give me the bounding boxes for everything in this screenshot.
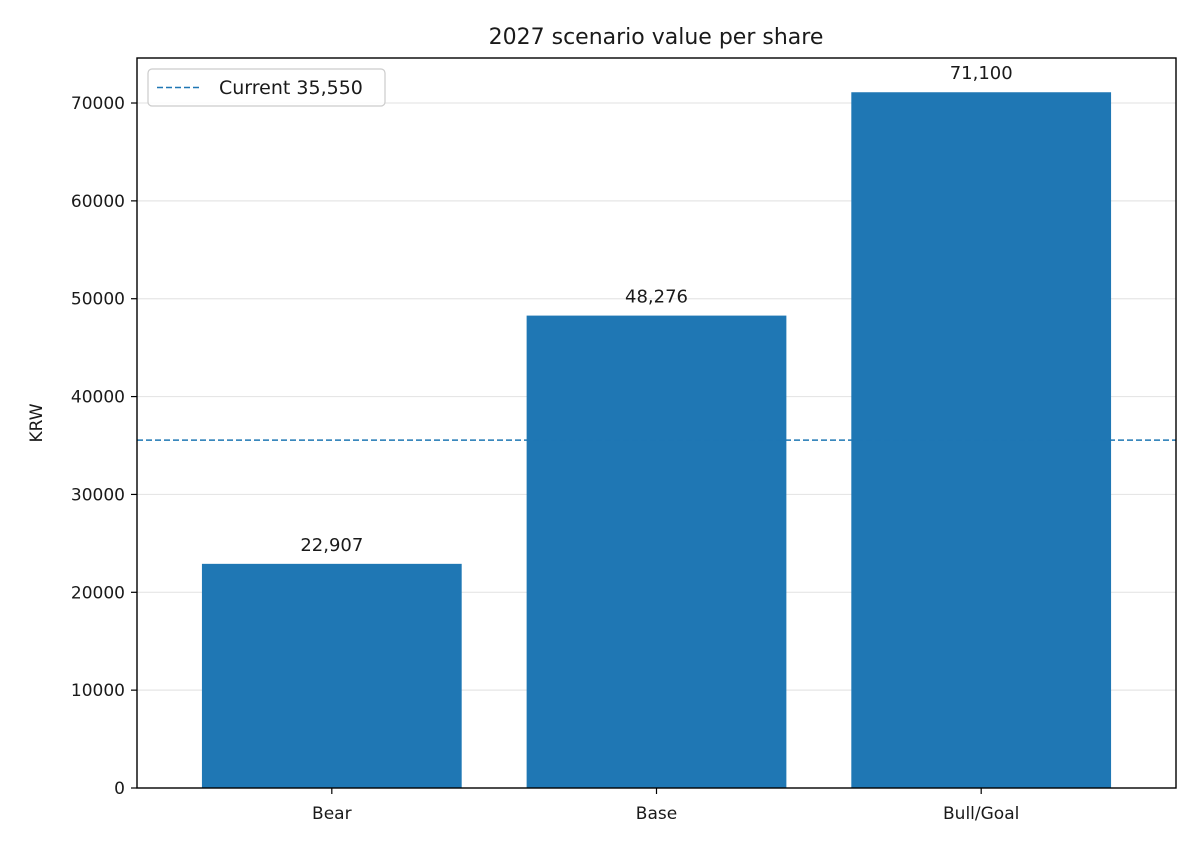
y-tick-label: 70000 [71, 94, 125, 114]
legend: Current 35,550 [147, 68, 386, 107]
bar-value-label: 48,276 [625, 287, 688, 308]
x-tick-label: Base [636, 804, 677, 824]
bar-bear [201, 563, 462, 788]
y-tick-label: 30000 [71, 485, 125, 505]
axes: 0 10000 20000 30000 40000 50000 60000 70000 Bear… [71, 57, 1177, 824]
x-tick-label: Bull/Goal [943, 804, 1019, 824]
legend-box [147, 68, 386, 107]
bar-value-labels: 22,907 48,276 71,100 [300, 63, 1012, 556]
bar-value-label: 22,907 [300, 535, 363, 556]
y-tick-label: 20000 [71, 583, 125, 603]
y-tick-label: 10000 [71, 681, 125, 701]
chart-title: 2027 scenario value per share [489, 25, 824, 50]
bar-bull-goal [851, 92, 1112, 788]
bar-base [526, 315, 787, 788]
y-axis-label: KRW [27, 403, 47, 442]
y-tick-label: 60000 [71, 192, 125, 212]
y-tick-label: 50000 [71, 290, 125, 310]
legend-label: Current 35,550 [219, 77, 363, 99]
bar-value-label: 71,100 [950, 63, 1013, 84]
y-tick-label: 0 [114, 779, 125, 799]
x-tick-label: Bear [312, 804, 352, 824]
y-tick-label: 40000 [71, 388, 125, 408]
